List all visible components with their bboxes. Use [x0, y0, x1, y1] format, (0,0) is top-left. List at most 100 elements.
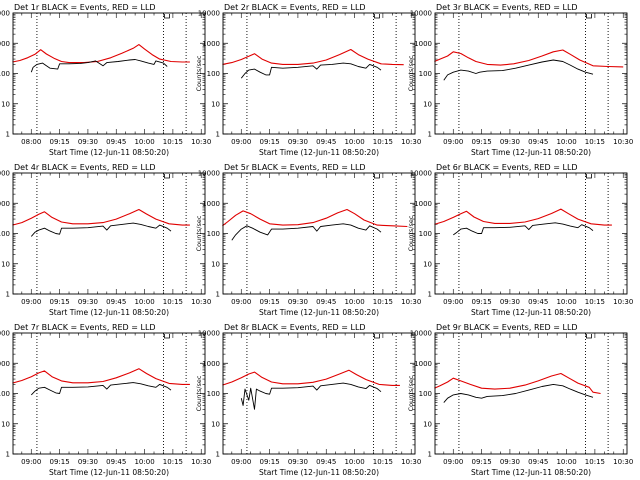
- x-tick-label: 10:30: [613, 298, 633, 306]
- x-tick-label: 09:00: [443, 138, 463, 146]
- panel-det-9: Det 9r BLACK = Events, RED = LLD Counts/s…: [407, 323, 633, 477]
- x-axis-label: Start Time (12-Jun-11 08:50:20): [471, 148, 591, 157]
- y-tick-label: 10: [211, 100, 220, 108]
- plot-frame: [434, 332, 628, 455]
- y-tick-label: 1: [428, 451, 432, 459]
- y-tick-label: 10000: [198, 170, 220, 178]
- x-tick-label: 10:30: [401, 138, 421, 146]
- y-tick-label: 1000: [414, 200, 432, 208]
- x-tick-label: 09:00: [21, 298, 41, 306]
- y-tick-label: 10: [211, 260, 220, 268]
- x-tick-label: 09:45: [316, 138, 336, 146]
- panel-det-5: Det 5r BLACK = Events, RED = LLD Counts/s…: [195, 163, 421, 317]
- y-tick-label: 1000: [202, 200, 220, 208]
- x-tick-label: 10:00: [344, 458, 364, 466]
- plot-frame: [12, 12, 206, 135]
- events-series-line: [443, 59, 594, 81]
- attenuator-marker: [586, 174, 592, 179]
- x-tick-label: 09:30: [500, 138, 520, 146]
- panel-det-6: Det 6r BLACK = Events, RED = LLD Counts/s…: [407, 163, 633, 317]
- lld-series-line: [12, 208, 190, 226]
- events-series-line: [240, 382, 382, 410]
- y-tick-label: 10000: [410, 10, 432, 18]
- x-axis-label: Start Time (12-Jun-11 08:50:20): [259, 148, 379, 157]
- y-axis-label: Counts/sec: [195, 215, 203, 251]
- y-axis-label: Counts/sec: [195, 55, 203, 91]
- plot-frame: [434, 12, 628, 135]
- x-tick-label: 09:00: [443, 298, 463, 306]
- x-tick-label: 09:15: [259, 138, 279, 146]
- events-series-line: [240, 62, 382, 79]
- x-tick-label: 09:00: [231, 458, 251, 466]
- x-tick-label: 09:00: [231, 138, 251, 146]
- lld-series-line: [12, 368, 190, 385]
- y-tick-label: 10000: [0, 170, 10, 178]
- lld-series-line: [222, 369, 400, 386]
- attenuator-marker: [164, 14, 170, 19]
- y-tick-label: 1000: [414, 360, 432, 368]
- y-tick-label: 100: [0, 70, 10, 78]
- x-tick-label: 10:15: [585, 458, 605, 466]
- events-series-line: [30, 222, 172, 237]
- x-tick-label: 09:45: [316, 298, 336, 306]
- x-tick-label: 10:15: [163, 138, 183, 146]
- x-axis-label: Start Time (12-Jun-11 08:50:20): [49, 308, 169, 317]
- plot-frame: [12, 172, 206, 295]
- x-tick-label: 10:15: [585, 298, 605, 306]
- lld-series-line: [434, 372, 601, 395]
- x-tick-label: 10:30: [191, 298, 211, 306]
- y-tick-label: 10000: [410, 330, 432, 338]
- x-tick-label: 10:15: [373, 458, 393, 466]
- x-tick-label: 09:30: [288, 458, 308, 466]
- x-tick-label: 10:00: [134, 458, 154, 466]
- chart-title: Det 7r BLACK = Events, RED = LLD: [14, 323, 156, 332]
- x-tick-label: 10:30: [613, 138, 633, 146]
- y-tick-label: 1: [6, 451, 10, 459]
- panel-det-7: Det 7r BLACK = Events, RED = LLD Counts/s…: [0, 323, 211, 477]
- chart-title: Det 1r BLACK = Events, RED = LLD: [14, 3, 156, 12]
- x-tick-label: 09:45: [528, 458, 548, 466]
- x-tick-label: 09:15: [49, 458, 69, 466]
- x-tick-label: 10:30: [613, 458, 633, 466]
- y-tick-label: 1000: [414, 40, 432, 48]
- y-tick-label: 100: [419, 70, 432, 78]
- x-tick-label: 09:30: [78, 298, 98, 306]
- panel-det-4: Det 4r BLACK = Events, RED = LLD Counts/s…: [0, 163, 211, 317]
- y-tick-label: 1: [6, 291, 10, 299]
- x-tick-label: 09:30: [288, 298, 308, 306]
- x-tick-label: 10:00: [344, 138, 364, 146]
- attenuator-marker: [586, 14, 592, 19]
- y-tick-label: 1: [216, 131, 220, 139]
- x-tick-label: 09:30: [78, 458, 98, 466]
- plot-frame: [12, 332, 206, 455]
- x-tick-label: 09:30: [500, 458, 520, 466]
- x-axis-label: Start Time (12-Jun-11 08:50:20): [471, 308, 591, 317]
- y-tick-label: 10: [423, 260, 432, 268]
- y-tick-label: 1: [428, 131, 432, 139]
- y-tick-label: 100: [207, 390, 220, 398]
- y-tick-label: 10000: [198, 10, 220, 18]
- y-tick-label: 10: [1, 100, 10, 108]
- lld-series-line: [434, 208, 612, 226]
- y-tick-label: 100: [0, 390, 10, 398]
- events-series-line: [30, 382, 172, 396]
- x-tick-label: 08:00: [21, 138, 41, 146]
- x-axis-label: Start Time (12-Jun-11 08:50:20): [259, 308, 379, 317]
- x-tick-label: 10:15: [373, 298, 393, 306]
- lld-series-line: [222, 48, 404, 66]
- x-tick-label: 09:00: [231, 298, 251, 306]
- x-tick-label: 09:45: [106, 298, 126, 306]
- y-axis-label: Counts/sec: [407, 55, 415, 91]
- events-series-line: [443, 383, 594, 403]
- y-tick-label: 10000: [410, 170, 432, 178]
- chart-title: Det 3r BLACK = Events, RED = LLD: [436, 3, 578, 12]
- y-axis-label: Counts/sec: [195, 375, 203, 411]
- y-tick-label: 100: [207, 70, 220, 78]
- plot-frame: [222, 12, 416, 135]
- x-axis-label: Start Time (12-Jun-11 08:50:20): [259, 468, 379, 477]
- x-tick-label: 09:30: [78, 138, 98, 146]
- x-tick-label: 09:30: [500, 298, 520, 306]
- x-tick-label: 09:45: [528, 298, 548, 306]
- plot-frame: [222, 172, 416, 295]
